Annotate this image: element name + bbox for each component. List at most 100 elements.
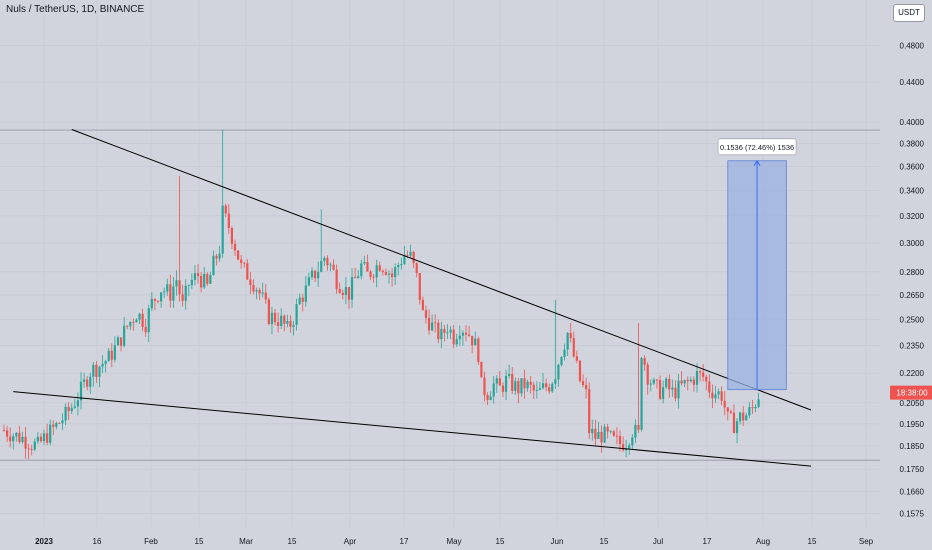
candle-body[interactable]	[455, 339, 458, 345]
candle-body[interactable]	[714, 394, 717, 399]
candle-body[interactable]	[557, 364, 560, 380]
candle-body[interactable]	[446, 332, 449, 334]
candle-body[interactable]	[526, 381, 529, 389]
candle-body[interactable]	[323, 257, 326, 261]
candle-body[interactable]	[418, 273, 421, 300]
candle-body[interactable]	[711, 392, 714, 399]
candle-body[interactable]	[30, 448, 33, 450]
upper-trendline[interactable]	[71, 129, 812, 411]
candle-body[interactable]	[196, 273, 200, 276]
candle-body[interactable]	[372, 276, 375, 278]
candle-body[interactable]	[575, 356, 578, 361]
candle-body[interactable]	[116, 337, 120, 346]
candle-body[interactable]	[329, 264, 332, 266]
candle-body[interactable]	[508, 374, 511, 376]
candle-body[interactable]	[618, 436, 622, 445]
candle-body[interactable]	[384, 271, 388, 275]
candle-body[interactable]	[119, 337, 123, 346]
candle-body[interactable]	[184, 285, 187, 301]
candle-body[interactable]	[658, 379, 662, 399]
candle-body[interactable]	[224, 205, 227, 214]
candle-body[interactable]	[662, 387, 665, 399]
candle-body[interactable]	[249, 279, 252, 286]
candle-body[interactable]	[729, 411, 732, 413]
candle-body[interactable]	[378, 265, 381, 271]
candle-body[interactable]	[280, 315, 283, 326]
candle-body[interactable]	[344, 287, 347, 295]
candle-body[interactable]	[381, 270, 384, 272]
candle-body[interactable]	[230, 227, 234, 244]
candle-body[interactable]	[126, 325, 129, 327]
candle-body[interactable]	[572, 338, 575, 357]
candle-body[interactable]	[132, 321, 135, 323]
candle-body[interactable]	[52, 424, 55, 427]
candle-body[interactable]	[42, 433, 46, 442]
candle-body[interactable]	[236, 250, 240, 260]
candle-body[interactable]	[588, 389, 591, 434]
candle-body[interactable]	[261, 292, 264, 294]
candle-body[interactable]	[354, 277, 357, 279]
candle-body[interactable]	[39, 436, 43, 442]
candle-body[interactable]	[606, 426, 609, 432]
candle-body[interactable]	[671, 387, 674, 390]
candle-body[interactable]	[443, 328, 446, 334]
candle-body[interactable]	[566, 332, 569, 350]
candle-body[interactable]	[283, 315, 286, 324]
candle-body[interactable]	[643, 357, 646, 365]
candle-body[interactable]	[113, 345, 116, 360]
candle-body[interactable]	[9, 436, 12, 442]
candle-body[interactable]	[431, 322, 434, 331]
candle-body[interactable]	[326, 257, 329, 266]
candle-body[interactable]	[18, 432, 21, 442]
candle-body[interactable]	[243, 262, 246, 264]
candle-body[interactable]	[680, 380, 683, 384]
candle-body[interactable]	[578, 360, 582, 382]
candle-body[interactable]	[751, 407, 754, 409]
candle-body[interactable]	[144, 326, 147, 333]
candle-body[interactable]	[440, 328, 443, 340]
candle-body[interactable]	[27, 448, 30, 450]
candle-body[interactable]	[277, 322, 280, 326]
candle-body[interactable]	[313, 270, 317, 279]
candle-body[interactable]	[631, 437, 634, 446]
trendlines[interactable]	[13, 129, 812, 467]
candle-body[interactable]	[424, 310, 428, 318]
candle-body[interactable]	[190, 279, 193, 286]
candle-body[interactable]	[110, 350, 113, 360]
candle-body[interactable]	[206, 273, 209, 284]
candle-body[interactable]	[129, 321, 132, 327]
candle-body[interactable]	[591, 428, 594, 434]
candle-body[interactable]	[563, 349, 566, 357]
candle-body[interactable]	[461, 332, 465, 336]
candle-body[interactable]	[427, 317, 431, 331]
candle-body[interactable]	[82, 379, 86, 382]
candle-body[interactable]	[514, 381, 517, 391]
candle-body[interactable]	[541, 383, 545, 389]
candle-body[interactable]	[501, 385, 505, 392]
measure-tool[interactable]: 0.1536 (72.46%) 1536	[717, 138, 797, 391]
candle-body[interactable]	[655, 379, 659, 381]
candle-body[interactable]	[320, 260, 323, 272]
candle-body[interactable]	[2, 430, 6, 432]
candle-body[interactable]	[138, 313, 141, 320]
candle-body[interactable]	[387, 273, 391, 275]
candle-body[interactable]	[295, 304, 298, 325]
candle-body[interactable]	[486, 394, 489, 400]
candle-body[interactable]	[698, 371, 702, 373]
candle-body[interactable]	[665, 378, 668, 388]
candle-body[interactable]	[101, 363, 104, 367]
candle-body[interactable]	[403, 254, 406, 264]
candle-body[interactable]	[89, 376, 92, 387]
candle-body[interactable]	[717, 391, 720, 395]
candle-body[interactable]	[548, 387, 551, 392]
candle-body[interactable]	[221, 205, 224, 254]
candle-body[interactable]	[554, 379, 557, 384]
candle-body[interactable]	[338, 288, 341, 293]
candle-body[interactable]	[270, 312, 274, 325]
candle-body[interactable]	[397, 265, 400, 268]
candle-body[interactable]	[594, 428, 597, 439]
candle-body[interactable]	[538, 388, 542, 390]
candle-body[interactable]	[480, 361, 483, 378]
candle-body[interactable]	[739, 412, 742, 422]
candle-body[interactable]	[332, 264, 335, 270]
